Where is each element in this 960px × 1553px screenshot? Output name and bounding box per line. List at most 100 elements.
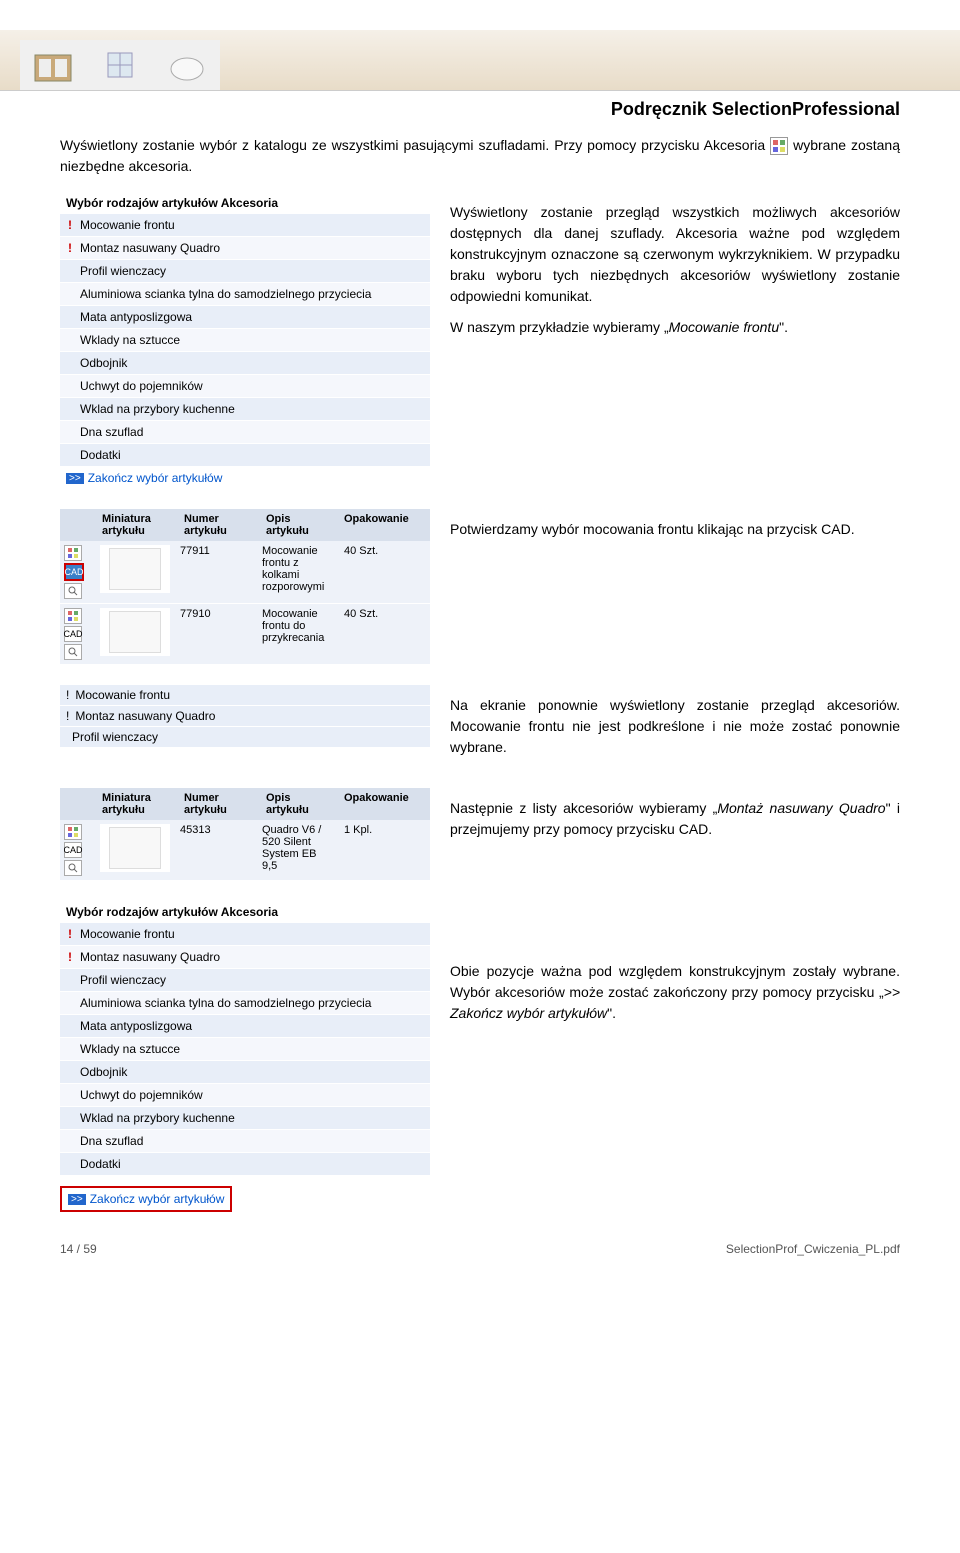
cad-icon[interactable]: CAD (64, 842, 82, 858)
para5a: Obie pozycje ważna pod względem konstruk… (450, 963, 900, 1000)
exclamation-icon (66, 401, 74, 417)
article-number: 77911 (174, 541, 256, 603)
short-accessory-list: ! Mocowanie frontu !Montaz nasuwany Quadro… (60, 685, 430, 748)
list-item[interactable]: Wklady na sztucce (60, 1038, 430, 1061)
list-item[interactable]: !Mocowanie frontu (60, 214, 430, 237)
exclamation-icon: ! (66, 240, 74, 256)
para5: Obie pozycje ważna pod względem konstruk… (450, 961, 900, 1024)
list-item[interactable]: Profil wienczacy (60, 260, 430, 283)
table-row[interactable]: CAD45313Quadro V6 / 520 Silent System EB… (60, 820, 430, 881)
list-item[interactable]: Wklad na przybory kuchenne (60, 1107, 430, 1130)
header-banner (0, 30, 960, 91)
th-desc: Opis artykułu (260, 509, 338, 541)
cad-icon[interactable]: CAD (64, 626, 82, 642)
article-number: 45313 (174, 820, 256, 880)
accessory-icon[interactable] (64, 824, 82, 840)
zoom-icon[interactable] (64, 644, 82, 660)
list-item[interactable]: Odbojnik (60, 1061, 430, 1084)
exclamation-icon (66, 1018, 74, 1034)
arrow-icon: >> (66, 473, 84, 484)
list-item[interactable]: Wklady na sztucce (60, 329, 430, 352)
exclamation-icon: ! (66, 926, 74, 942)
list-item-label: Mocowanie frontu (80, 218, 175, 232)
list-item[interactable]: Mata antyposlizgowa (60, 1015, 430, 1038)
list-item-label: Montaz nasuwany Quadro (80, 241, 220, 255)
list-item[interactable]: ! Montaz nasuwany Quadro (60, 237, 430, 260)
list-item-label: Uchwyt do pojemników (80, 1088, 203, 1102)
para4a: Następnie z listy akcesoriów wybieramy „ (450, 800, 717, 816)
list-item[interactable]: Wklad na przybory kuchenne (60, 398, 430, 421)
exclamation-icon (66, 972, 74, 988)
list-item-label: Dodatki (80, 1157, 121, 1171)
panel-title: Wybór rodzajów artykułów Akcesoria (60, 192, 430, 214)
list-item[interactable]: Uchwyt do pojemników (60, 1084, 430, 1107)
exclamation-icon (66, 1064, 74, 1080)
table-row[interactable]: CAD77910Mocowanie frontu do przykrecania… (60, 604, 430, 665)
finish-label: Zakończ wybór artykułów (88, 471, 223, 485)
th-pack: Opakowanie (338, 509, 430, 541)
finish-selection-link[interactable]: >> Zakończ wybór artykułów (60, 467, 430, 489)
list-item[interactable]: Profil wienczacy (60, 727, 430, 748)
list-item-label: Wklady na sztucce (80, 333, 180, 347)
para1-text2b: Mocowanie frontu (669, 319, 780, 335)
list-item-label: Dna szuflad (80, 425, 143, 439)
list-item-label: Montaz nasuwany Quadro (80, 950, 220, 964)
list-item[interactable]: Dodatki (60, 444, 430, 467)
exclamation-icon (66, 309, 74, 325)
intro-paragraph: Wyświetlony zostanie wybór z katalogu ze… (60, 135, 900, 177)
accessory-icon[interactable] (64, 608, 82, 624)
finish-selection-link-boxed[interactable]: >> Zakończ wybór artykułów (60, 1186, 232, 1212)
para3: Na ekranie ponownie wyświetlony zostanie… (450, 695, 900, 758)
list-item[interactable]: Dna szuflad (60, 1130, 430, 1153)
list-item[interactable]: !Mocowanie frontu (60, 923, 430, 946)
exclamation-icon (66, 1087, 74, 1103)
cad-icon[interactable]: CAD (64, 563, 84, 581)
list-item-label: Mata antyposlizgowa (80, 310, 192, 324)
exclamation-icon (66, 1110, 74, 1126)
list-item-label: Profil wienczacy (72, 730, 158, 744)
list-item[interactable]: Mata antyposlizgowa (60, 306, 430, 329)
list-item[interactable]: Odbojnik (60, 352, 430, 375)
list-item[interactable]: Profil wienczacy (60, 969, 430, 992)
article-pack: 40 Szt. (338, 541, 430, 603)
list-item-label: Mocowanie frontu (75, 688, 170, 702)
list-item[interactable]: ! Mocowanie frontu (60, 685, 430, 706)
list-item[interactable]: !Montaz nasuwany Quadro (60, 706, 430, 727)
exclamation-icon (66, 1156, 74, 1172)
exclamation-icon (66, 1133, 74, 1149)
list-item[interactable]: Aluminiowa scianka tylna do samodzielneg… (60, 992, 430, 1015)
page-number: 14 / 59 (60, 1242, 97, 1256)
page-title: Podręcznik SelectionProfessional (60, 99, 900, 120)
list-item[interactable]: ! Montaz nasuwany Quadro (60, 946, 430, 969)
list-item-label: Profil wienczacy (80, 264, 166, 278)
accessory-type-panel-2: Wybór rodzajów artykułów Akcesoria !Moco… (60, 901, 430, 1212)
zoom-icon[interactable] (64, 583, 82, 599)
para4: Następnie z listy akcesoriów wybieramy „… (450, 798, 900, 840)
th-num: Numer artykułu (178, 509, 260, 541)
list-item-label: Dna szuflad (80, 1134, 143, 1148)
th2-thumb: Miniatura artykułu (96, 788, 178, 820)
th2-num: Numer artykułu (178, 788, 260, 820)
article-table-1: Miniatura artykułu Numer artykułu Opis a… (60, 509, 430, 665)
thumbnail (100, 824, 170, 872)
th2-desc: Opis artykułu (260, 788, 338, 820)
list-item[interactable]: Dodatki (60, 1153, 430, 1176)
accessory-icon[interactable] (64, 545, 82, 561)
header-image-kitchen (20, 40, 220, 90)
accessory-icon (770, 137, 788, 155)
exclamation-icon: ! (66, 688, 69, 702)
para2: Potwierdzamy wybór mocowania frontu klik… (450, 519, 900, 540)
list-item[interactable]: Uchwyt do pojemników (60, 375, 430, 398)
list-item[interactable]: Aluminiowa scianka tylna do samodzielneg… (60, 283, 430, 306)
list-item-label: Aluminiowa scianka tylna do samodzielneg… (80, 287, 371, 301)
exclamation-icon (66, 378, 74, 394)
list-item-label: Aluminiowa scianka tylna do samodzielneg… (80, 996, 371, 1010)
exclamation-icon: ! (66, 949, 74, 965)
zoom-icon[interactable] (64, 860, 82, 876)
article-desc: Mocowanie frontu do przykrecania (256, 604, 338, 664)
list-item-label: Odbojnik (80, 1065, 127, 1079)
exclamation-icon (66, 332, 74, 348)
table-row[interactable]: CAD77911Mocowanie frontu z kolkami rozpo… (60, 541, 430, 604)
intro-text-a: Wyświetlony zostanie wybór z katalogu ze… (60, 137, 770, 153)
list-item[interactable]: Dna szuflad (60, 421, 430, 444)
